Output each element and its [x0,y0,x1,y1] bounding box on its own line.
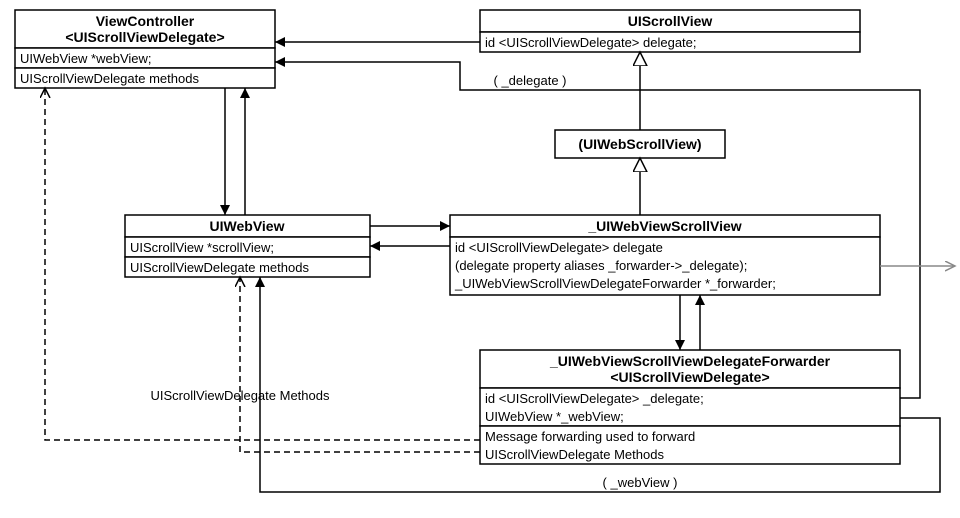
fwd-title2: <UIScrollViewDelegate> [610,369,769,385]
label-delegate: ( _delegate ) [494,73,567,88]
class-uiwebview: UIWebView UIScrollView *scrollView; UISc… [125,215,370,277]
wv-title: UIWebView [210,218,285,234]
class-uiwebscrollview: (UIWebScrollView) [555,130,725,158]
sv-attr1: id <UIScrollViewDelegate> delegate; [485,35,697,50]
fwd-note2: UIScrollViewDelegate Methods [485,447,664,462]
wvsv-attr3: _UIWebViewScrollViewDelegateForwarder *_… [454,276,776,291]
wv-attr1: UIScrollView *scrollView; [130,240,274,255]
fwd-attr2: UIWebView *_webView; [485,409,624,424]
edge-forward-methods-to-uiwebview [240,277,480,452]
class-uiwebviewscrollview: _UIWebViewScrollView id <UIScrollViewDel… [450,215,880,295]
vc-attr2: UIScrollViewDelegate methods [20,71,199,86]
label-methods: UIScrollViewDelegate Methods [151,388,330,403]
wv-attr2: UIScrollViewDelegate methods [130,260,309,275]
vc-title2: <UIScrollViewDelegate> [65,29,224,45]
fwd-title1: _UIWebViewScrollViewDelegateForwarder [549,353,831,369]
fwd-note1: Message forwarding used to forward [485,429,695,444]
fwd-attr1: id <UIScrollViewDelegate> _delegate; [485,391,704,406]
vc-title1: ViewController [96,13,195,29]
wsv-title: (UIWebScrollView) [578,136,701,152]
label-webview: ( _webView ) [603,475,678,490]
class-forwarder: _UIWebViewScrollViewDelegateForwarder <U… [480,350,900,464]
class-viewcontroller: ViewController <UIScrollViewDelegate> UI… [15,10,275,88]
sv-title: UIScrollView [628,13,713,29]
vc-attr1: UIWebView *webView; [20,51,152,66]
wvsv-attr2: (delegate property aliases _forwarder->_… [455,258,747,273]
wvsv-attr1: id <UIScrollViewDelegate> delegate [455,240,663,255]
class-uiscrollview: UIScrollView id <UIScrollViewDelegate> d… [480,10,860,52]
wvsv-title: _UIWebViewScrollView [587,218,741,234]
